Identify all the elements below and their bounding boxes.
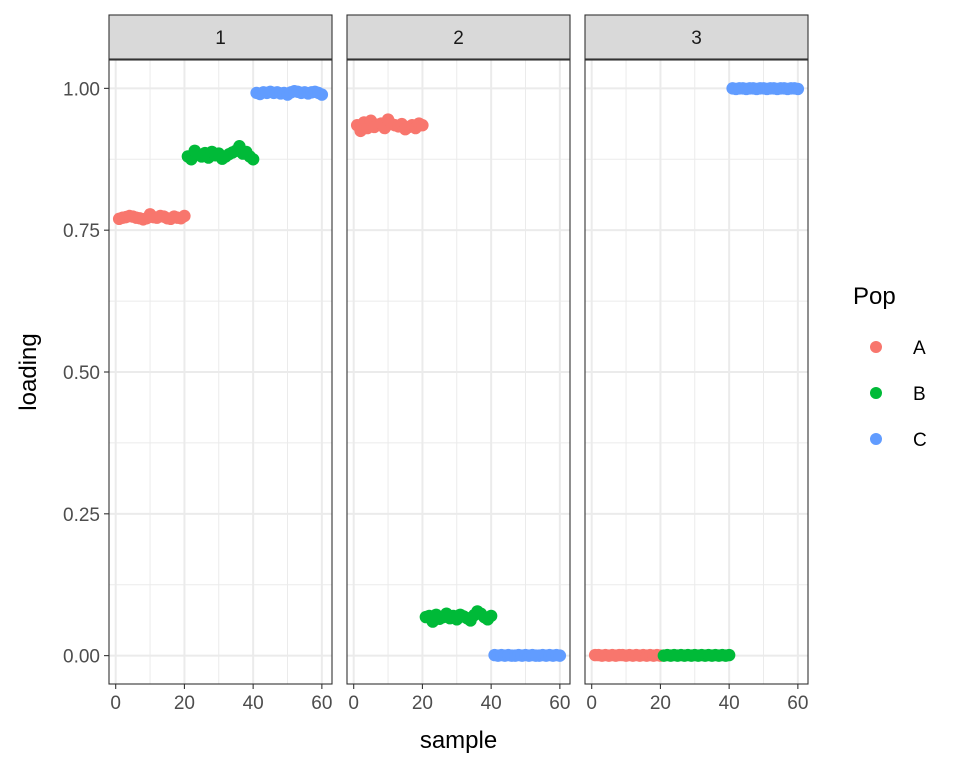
data-point	[553, 649, 567, 662]
facet-strip	[108, 14, 333, 60]
x-tick-label: 60	[787, 693, 808, 714]
y-tick-label: 0.00	[63, 647, 100, 668]
legend-key	[870, 387, 882, 399]
series-C	[250, 85, 329, 101]
facet-panel-2: 20 20 40 60	[346, 14, 571, 714]
x-tick-label: 60	[311, 693, 332, 714]
x-tick-label: 0	[348, 693, 359, 714]
y-tick-label: 0.50	[63, 363, 100, 384]
series-B	[657, 648, 736, 662]
data-point	[722, 648, 736, 662]
y-tick-label: 0.75	[63, 221, 100, 242]
panel-border	[346, 59, 571, 685]
legend-label: A	[913, 338, 926, 359]
data-point	[484, 609, 498, 623]
series-C	[488, 648, 567, 662]
facet-panel-1: 1 0 20 40 60	[108, 14, 333, 714]
legend-key	[870, 433, 882, 445]
facet-panel-3: 3 0 20 40 60	[584, 14, 809, 714]
series-B	[419, 605, 498, 628]
legend-entry-A: A	[870, 338, 926, 359]
x-tick-label: 0	[586, 693, 597, 714]
x-tick-label: 20	[174, 693, 195, 714]
data-point	[178, 209, 191, 223]
x-tick-label: 20	[412, 693, 433, 714]
facet-strip-label: 3	[691, 28, 702, 49]
series-B	[181, 140, 260, 166]
x-tick-label: 20	[650, 693, 671, 714]
x-tick-label: 40	[719, 693, 740, 714]
y-axis-title: loading	[15, 333, 42, 410]
x-axis-title: sample	[420, 727, 497, 754]
facet-strip-label: 2	[453, 28, 464, 49]
panel-border	[584, 59, 809, 685]
x-tick-label: 0	[110, 693, 121, 714]
data-point	[791, 82, 805, 96]
series-A	[112, 208, 191, 226]
series-A	[588, 648, 667, 662]
x-tick-label: 40	[481, 693, 502, 714]
legend-key	[870, 341, 882, 353]
legend-label: C	[913, 430, 927, 451]
series-A	[350, 113, 429, 138]
data-point	[246, 153, 260, 166]
x-tick-label: 60	[549, 693, 570, 714]
legend: Pop A B C	[853, 283, 927, 451]
legend-entry-C: C	[870, 430, 927, 451]
data-point	[315, 88, 329, 101]
y-tick-label: 0.25	[63, 505, 100, 526]
legend-entry-B: B	[870, 384, 926, 405]
legend-label: B	[913, 384, 926, 405]
facet-strip	[346, 14, 571, 60]
series-C	[726, 82, 805, 96]
y-tick-label: 1.00	[63, 79, 100, 100]
x-tick-label: 40	[243, 693, 264, 714]
facet-strip	[584, 14, 809, 60]
facet-strip-label: 1	[215, 28, 226, 49]
legend-title: Pop	[853, 283, 896, 310]
y-axis: 0.00 0.25 0.50 0.75 1.00	[63, 79, 109, 668]
data-point	[416, 119, 429, 132]
